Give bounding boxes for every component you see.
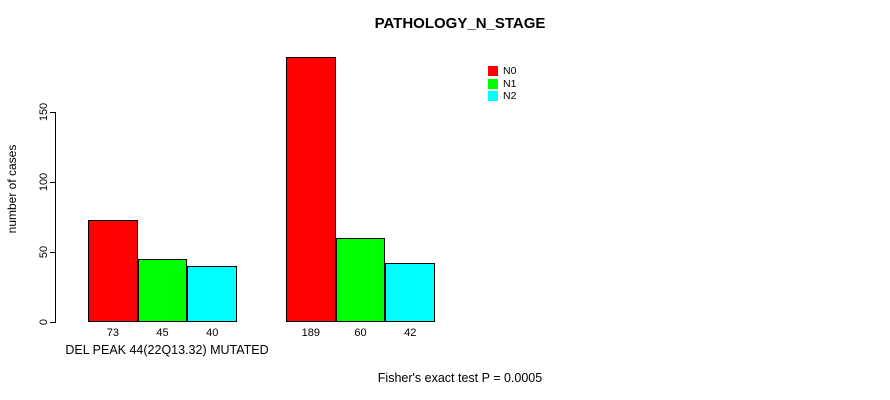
- bar-value-label: 45: [156, 327, 169, 339]
- bar-N0-group1: [88, 219, 138, 322]
- bar-value-label: 73: [106, 327, 119, 339]
- legend-swatch-N1: [488, 78, 498, 89]
- legend: N0 N1 N2: [488, 66, 516, 101]
- bar-value-label: 189: [301, 327, 321, 339]
- legend-swatch-N2: [488, 91, 498, 101]
- y-tick-mark: [50, 322, 55, 323]
- legend-item: N1: [488, 77, 517, 90]
- legend-item: N0: [488, 66, 516, 76]
- legend-label: N1: [503, 77, 517, 90]
- y-tick-label: 0: [38, 318, 50, 326]
- bar-N1-group1: [137, 259, 188, 322]
- bar-value-label: 42: [404, 327, 417, 339]
- fisher-test-annotation: Fisher's exact test P = 0.0005: [377, 371, 543, 385]
- y-tick-label: 150: [38, 102, 50, 122]
- chart-title: PATHOLOGY_N_STAGE: [374, 15, 546, 32]
- legend-swatch-N0: [488, 66, 498, 76]
- y-tick-label: 50: [38, 245, 50, 259]
- y-axis-line: [55, 112, 56, 323]
- y-tick-mark: [50, 112, 55, 113]
- y-tick-label: 100: [38, 172, 50, 192]
- y-tick-mark: [50, 252, 55, 253]
- bar-value-label: 60: [354, 327, 367, 339]
- bar-N2-group2: [385, 263, 436, 322]
- bar-N1-group2: [335, 238, 386, 322]
- x-axis-group-label: DEL PEAK 44(22Q13.32) MUTATED: [65, 343, 269, 357]
- legend-label: N0: [503, 65, 517, 77]
- legend-item: N2: [488, 91, 516, 101]
- y-tick-mark: [50, 182, 55, 183]
- bar-value-label: 40: [206, 327, 219, 339]
- bar-N2-group1: [187, 266, 238, 322]
- legend-label: N2: [503, 90, 517, 102]
- bar-N0-group2: [286, 57, 336, 322]
